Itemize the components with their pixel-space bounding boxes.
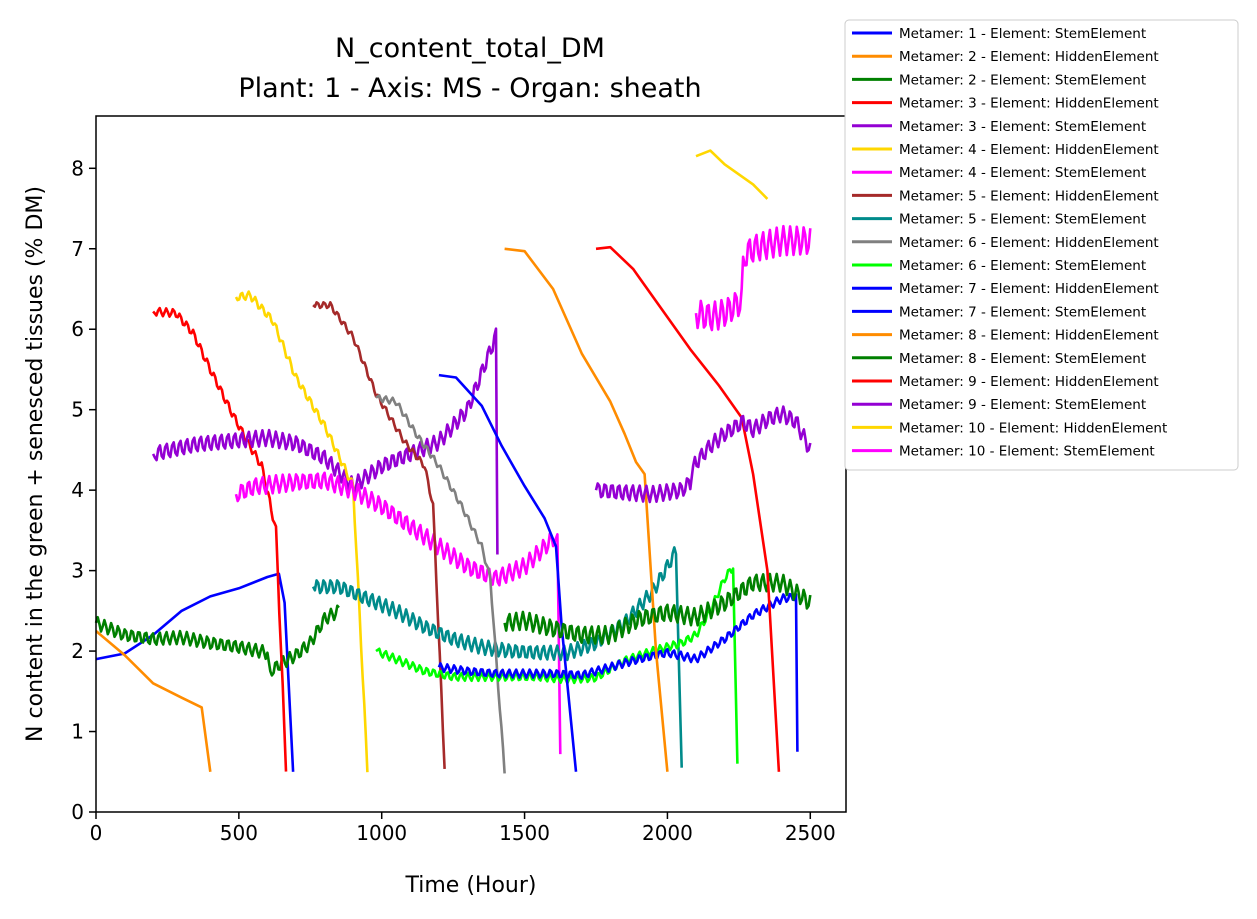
series-line-16 xyxy=(595,245,781,772)
y-tick-label: 6 xyxy=(71,317,84,341)
series-line-14 xyxy=(504,247,669,772)
x-tick-label: 500 xyxy=(220,821,258,845)
x-tick-label: 1000 xyxy=(356,821,407,845)
legend-entry-label: Metamer: 4 - Element: StemElement xyxy=(899,165,1146,181)
series-layer xyxy=(94,149,812,774)
legend-entry-label: Metamer: 10 - Element: HiddenElement xyxy=(899,420,1167,436)
series-line-15 xyxy=(503,572,812,646)
x-tick-label: 0 xyxy=(90,821,103,845)
series-line-10 xyxy=(375,394,506,774)
x-tick-label: 2500 xyxy=(785,821,836,845)
x-axis-ticks: 0 500 1000 1500 2000 2500 xyxy=(90,812,836,845)
series-line-3 xyxy=(94,604,340,677)
legend-entry-label: Metamer: 10 - Element: StemElement xyxy=(899,444,1155,460)
x-axis-label: Time (Hour) xyxy=(405,873,537,898)
series-line-19 xyxy=(694,224,812,332)
legend-entry-label: Metamer: 3 - Element: StemElement xyxy=(899,119,1146,135)
legend-box xyxy=(844,19,1239,471)
legend-entry-label: Metamer: 2 - Element: StemElement xyxy=(899,72,1146,88)
legend-entry-label: Metamer: 2 - Element: HiddenElement xyxy=(899,49,1159,65)
series-line-5 xyxy=(151,327,499,555)
y-tick-label: 8 xyxy=(71,156,84,180)
legend-entry-label: Metamer: 7 - Element: HiddenElement xyxy=(899,281,1159,297)
series-line-7 xyxy=(234,471,562,755)
series-line-13 xyxy=(437,592,799,752)
y-tick-label: 5 xyxy=(71,398,84,422)
y-tick-label: 7 xyxy=(71,237,84,261)
legend: Metamer: 1 - Element: StemElement Metamer… xyxy=(844,19,1239,471)
legend-entry-label: Metamer: 8 - Element: StemElement xyxy=(899,351,1146,367)
y-tick-label: 1 xyxy=(71,720,84,744)
series-line-11 xyxy=(375,567,739,764)
y-tick-label: 4 xyxy=(71,478,84,502)
series-line-4 xyxy=(152,306,288,772)
series-line-12 xyxy=(438,373,578,772)
y-axis-ticks: 0 1 2 3 4 5 6 7 8 xyxy=(71,156,96,824)
series-line-2 xyxy=(95,630,212,772)
legend-entry-label: Metamer: 6 - Element: StemElement xyxy=(899,258,1146,274)
legend-entry-label: Metamer: 9 - Element: HiddenElement xyxy=(899,374,1159,390)
legend-entry-label: Metamer: 8 - Element: HiddenElement xyxy=(899,328,1159,344)
chart-subtitle: Plant: 1 - Axis: MS - Organ: sheath xyxy=(238,73,701,104)
legend-entry-label: Metamer: 7 - Element: StemElement xyxy=(899,304,1146,320)
legend-entry-label: Metamer: 9 - Element: StemElement xyxy=(899,397,1146,413)
y-tick-label: 2 xyxy=(71,639,84,663)
legend-entry-label: Metamer: 6 - Element: HiddenElement xyxy=(899,235,1159,251)
x-tick-label: 2000 xyxy=(642,821,693,845)
legend-entry-label: Metamer: 1 - Element: StemElement xyxy=(899,26,1146,42)
legend-entry-label: Metamer: 5 - Element: StemElement xyxy=(899,212,1146,228)
chart-title: N_content_total_DM xyxy=(335,33,605,64)
y-tick-label: 3 xyxy=(71,559,84,583)
y-axis-label: N content in the green + senesced tissue… xyxy=(23,186,48,742)
series-line-6 xyxy=(234,290,369,773)
x-tick-label: 1500 xyxy=(499,821,550,845)
series-line-18 xyxy=(695,149,769,200)
y-tick-label: 0 xyxy=(71,800,84,824)
series-line-1 xyxy=(95,572,295,772)
series-line-17 xyxy=(594,405,812,504)
legend-entry-label: Metamer: 4 - Element: HiddenElement xyxy=(899,142,1159,158)
legend-entry-label: Metamer: 5 - Element: HiddenElement xyxy=(899,188,1159,204)
legend-entry-label: Metamer: 3 - Element: HiddenElement xyxy=(899,96,1159,112)
